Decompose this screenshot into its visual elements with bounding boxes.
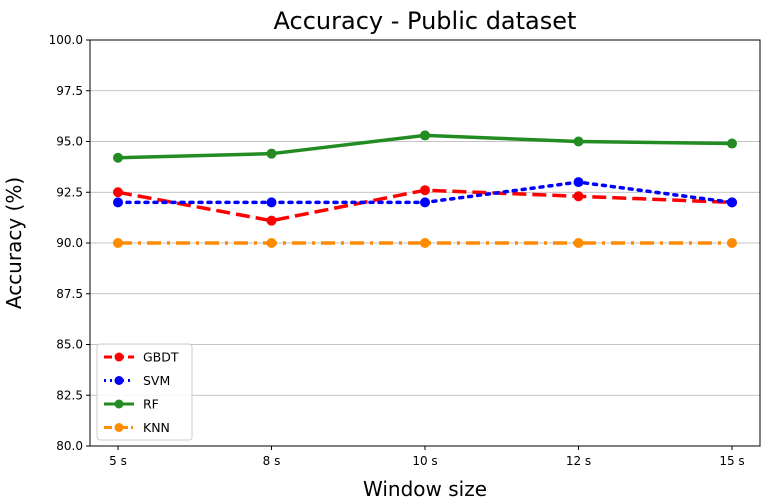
legend-label: KNN <box>143 420 170 435</box>
y-tick-label: 80.0 <box>56 439 83 453</box>
legend-item-gbdt: GBDT <box>104 350 179 365</box>
x-tick-label: 8 s <box>263 454 281 468</box>
y-tick-label: 100.0 <box>49 33 83 47</box>
legend-label: SVM <box>143 373 170 388</box>
legend-marker <box>114 423 124 432</box>
y-tick-label: 92.5 <box>56 185 83 199</box>
data-point-knn <box>266 238 277 248</box>
data-point-gbdt <box>420 185 430 196</box>
legend-label: GBDT <box>143 350 179 365</box>
y-tick-label: 87.5 <box>56 287 83 301</box>
data-point-svm <box>266 197 277 208</box>
data-point-rf <box>420 130 430 141</box>
x-tick-label: 10 s <box>412 454 437 468</box>
data-point-svm <box>727 197 737 208</box>
y-axis-label: Accuracy (%) <box>2 177 26 309</box>
legend-item-svm: SVM <box>104 373 170 388</box>
x-tick-label: 12 s <box>566 454 591 468</box>
data-point-rf <box>573 136 584 147</box>
data-point-svm <box>573 177 584 188</box>
data-point-knn <box>113 238 123 248</box>
series-rf <box>113 130 737 163</box>
data-point-rf <box>266 148 277 159</box>
data-point-svm <box>113 197 123 208</box>
series-knn <box>113 238 737 248</box>
data-point-rf <box>113 152 123 163</box>
legend-item-rf: RF <box>104 397 159 412</box>
data-point-rf <box>727 138 737 149</box>
y-tick-label: 85.0 <box>56 338 83 352</box>
y-tick-label: 82.5 <box>56 388 83 402</box>
data-point-knn <box>727 238 737 248</box>
y-tick-label: 97.5 <box>56 84 83 98</box>
x-tick-label: 15 s <box>719 454 744 468</box>
legend-box <box>96 343 193 441</box>
data-point-svm <box>420 197 430 208</box>
legend-marker <box>114 376 124 385</box>
data-point-knn <box>420 238 430 248</box>
x-tick-label: 5 s <box>109 454 127 468</box>
legend-marker <box>114 399 124 409</box>
data-point-knn <box>573 238 584 248</box>
series-layer <box>113 130 737 248</box>
data-point-gbdt <box>573 191 584 202</box>
series-svm <box>113 177 737 208</box>
data-point-gbdt <box>266 215 277 226</box>
axes: 80.0 82.5 85.0 87.5 90.0 92.5 95.0 97.5 100.0 5 s… <box>49 33 761 468</box>
plot-frame <box>89 39 761 447</box>
y-tick-label: 90.0 <box>56 236 83 250</box>
chart-title: Accuracy - Public dataset <box>274 7 577 35</box>
data-point-gbdt <box>113 187 123 198</box>
x-axis-label: Window size <box>363 477 487 501</box>
legend: GBDT SVM RF KNN <box>96 343 193 441</box>
legend-label: RF <box>143 397 159 412</box>
y-tick-label: 95.0 <box>56 135 83 149</box>
legend-item-knn: KNN <box>104 420 170 435</box>
legend-marker <box>114 352 124 362</box>
